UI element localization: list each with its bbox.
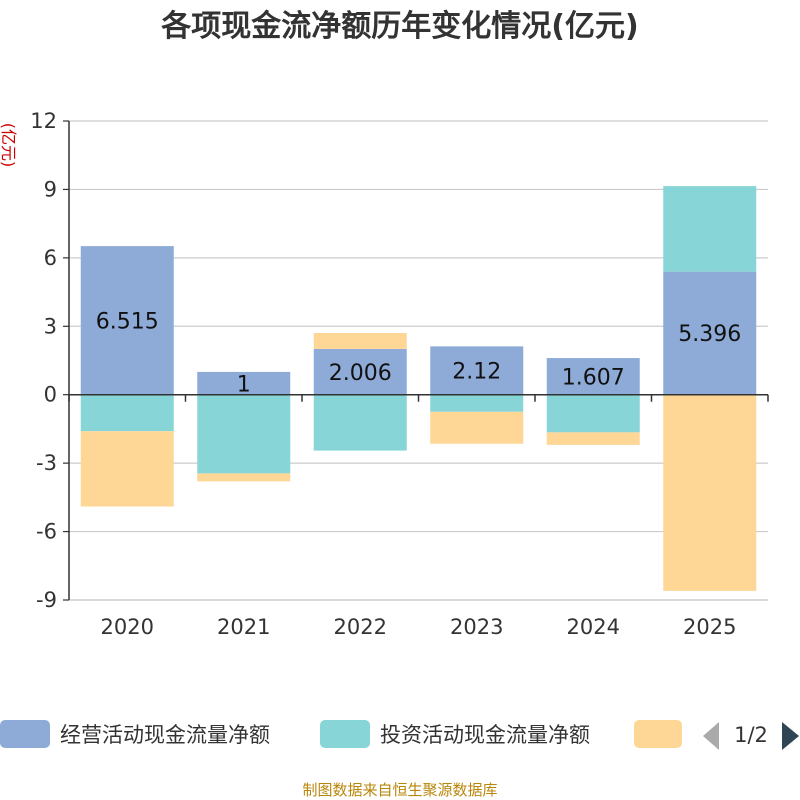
bar-2020-series-2[interactable] bbox=[80, 431, 174, 507]
legend-item-financing[interactable] bbox=[634, 720, 682, 748]
bar-2020-series-1[interactable] bbox=[80, 394, 174, 432]
y-tick-label: 0 bbox=[44, 383, 57, 407]
legend-swatch-operating bbox=[0, 720, 50, 748]
data-label-2025: 5.396 bbox=[678, 322, 741, 347]
triangle-right-icon[interactable] bbox=[782, 722, 799, 750]
data-label-2021: 1 bbox=[237, 372, 251, 397]
bar-2021-series-1[interactable] bbox=[197, 394, 291, 474]
y-tick-label: -9 bbox=[36, 588, 57, 612]
legend-swatch-financing bbox=[634, 720, 682, 748]
bar-2020-series-0[interactable] bbox=[80, 246, 174, 395]
data-source: 制图数据来自恒生聚源数据库 bbox=[302, 781, 497, 799]
y-tick-label: 12 bbox=[30, 109, 57, 133]
bar-2022-series-2[interactable] bbox=[313, 332, 407, 349]
bar-2021-series-2[interactable] bbox=[197, 473, 291, 482]
bar-2024-series-2[interactable] bbox=[546, 432, 640, 445]
bar-2023-series-2[interactable] bbox=[430, 411, 524, 444]
x-tick-label: 2025 bbox=[683, 615, 736, 639]
triangle-left-icon[interactable] bbox=[703, 722, 719, 750]
y-tick-label: 6 bbox=[44, 246, 57, 270]
data-labels: 6.515 1 2.006 2.12 1.607 5.396 bbox=[96, 309, 741, 397]
legend-page-indicator: 1/2 bbox=[734, 723, 768, 747]
bar-2022-series-1[interactable] bbox=[313, 394, 407, 451]
x-tick-label: 2021 bbox=[217, 615, 270, 639]
bar-2023-series-1[interactable] bbox=[430, 394, 524, 412]
bar-2025-series-0[interactable] bbox=[663, 271, 757, 395]
bar-2025-series-2[interactable] bbox=[663, 394, 757, 591]
bars bbox=[80, 186, 757, 591]
y-tick-label: 3 bbox=[44, 314, 57, 338]
x-tick-label: 2024 bbox=[567, 615, 620, 639]
x-tick-label: 2022 bbox=[334, 615, 387, 639]
legend-swatch-investing bbox=[320, 720, 370, 748]
y-tick-label: -3 bbox=[36, 451, 57, 475]
bar-2024-series-1[interactable] bbox=[546, 394, 640, 433]
legend-label-operating: 经营活动现金流量净额 bbox=[60, 723, 270, 747]
legend-label-investing: 投资活动现金流量净额 bbox=[380, 723, 590, 747]
y-tick-label: 9 bbox=[44, 177, 57, 201]
legend-item-operating[interactable]: 经营活动现金流量净额 bbox=[0, 720, 270, 748]
grid-lines bbox=[69, 120, 768, 601]
bar-2023-series-0[interactable] bbox=[430, 346, 524, 395]
y-axis-unit: (亿元) bbox=[0, 123, 18, 168]
x-tick-label: 2020 bbox=[101, 615, 154, 639]
data-label-2024: 1.607 bbox=[562, 365, 625, 390]
bar-2022-series-0[interactable] bbox=[313, 348, 407, 395]
bar-2021-series-0[interactable] bbox=[197, 371, 291, 395]
bar-2024-series-0[interactable] bbox=[546, 358, 640, 395]
chart-title: 各项现金流净额历年变化情况(亿元) bbox=[160, 9, 638, 44]
axes: 12 9 6 3 0 -3 -6 -9 2020 2021 2022 2023 2024 2025 bbox=[30, 109, 769, 639]
data-label-2023: 2.12 bbox=[452, 360, 501, 385]
data-label-2020: 6.515 bbox=[96, 309, 159, 334]
x-tick-label: 2023 bbox=[450, 615, 503, 639]
legend-item-investing[interactable]: 投资活动现金流量净额 bbox=[320, 720, 590, 748]
legend: 经营活动现金流量净额 投资活动现金流量净额 1/2 bbox=[0, 720, 799, 750]
bar-2025-series-1[interactable] bbox=[663, 186, 757, 272]
data-label-2022: 2.006 bbox=[329, 361, 392, 386]
y-tick-label: -6 bbox=[36, 520, 57, 544]
